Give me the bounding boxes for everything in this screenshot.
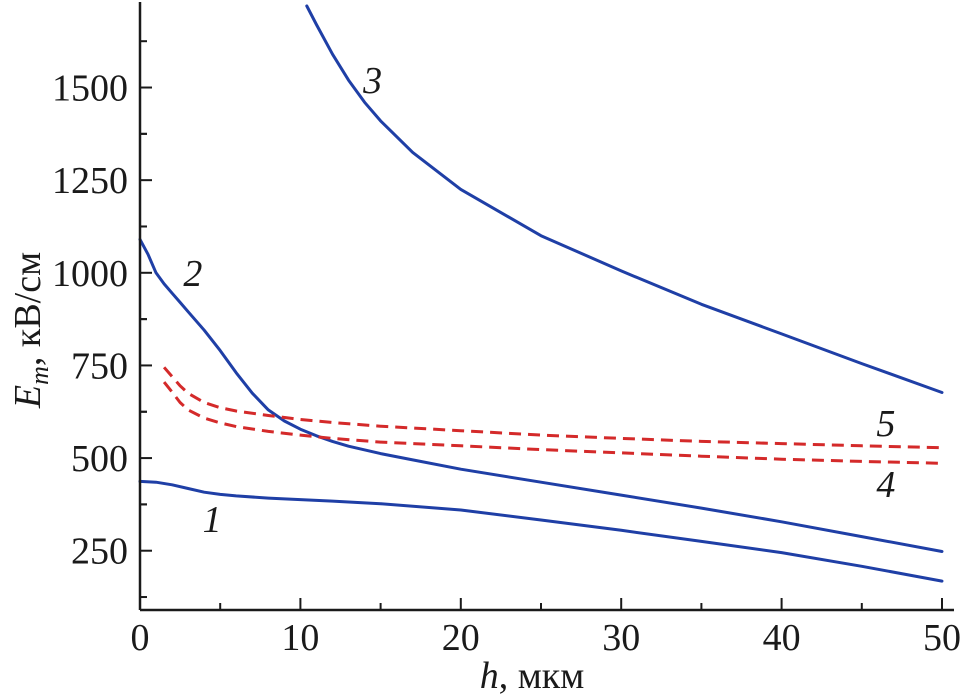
curve-label-3: 3 — [362, 60, 382, 102]
series-line-5 — [162, 366, 943, 450]
x-axis-title-var: h — [480, 655, 499, 697]
curve-label-4: 4 — [876, 464, 895, 506]
y-tick-label: 1500 — [52, 68, 128, 110]
curve-label-1: 1 — [203, 499, 222, 541]
y-axis-title-unit: , кВ/см — [7, 252, 49, 366]
x-tick-label: 20 — [442, 617, 480, 659]
y-axis-title-var: E — [7, 385, 49, 409]
series-line-2 — [138, 237, 944, 553]
x-tick-label: 50 — [923, 617, 961, 659]
x-axis: 0 10 20 30 40 50 — [131, 598, 961, 659]
y-tick-label: 500 — [71, 438, 128, 480]
plot-area — [138, 4, 944, 583]
x-tick-label: 40 — [763, 617, 801, 659]
x-tick-label: 0 — [131, 617, 150, 659]
curve-label-2: 2 — [183, 253, 202, 295]
series-line-4 — [162, 381, 943, 465]
curve-label-5: 5 — [876, 403, 895, 445]
x-tick-label: 30 — [602, 617, 640, 659]
series-line-1 — [138, 479, 944, 583]
x-tick-label: 10 — [281, 617, 319, 659]
y-axis-title: Em, кВ/см — [7, 252, 54, 409]
x-axis-title: h, мкм — [480, 655, 585, 697]
y-tick-label: 1250 — [52, 160, 128, 202]
series-line-3 — [305, 4, 944, 394]
y-tick-label: 250 — [71, 531, 128, 573]
curve-labels: 1 2 3 4 5 — [183, 60, 895, 541]
x-axis-title-unit: , мкм — [499, 655, 585, 697]
y-tick-label: 1000 — [52, 253, 128, 295]
y-axis-title-sub: m — [25, 366, 54, 385]
y-tick-label: 750 — [71, 345, 128, 387]
y-axis: 250 500 750 1000 1250 1500 — [52, 2, 152, 610]
